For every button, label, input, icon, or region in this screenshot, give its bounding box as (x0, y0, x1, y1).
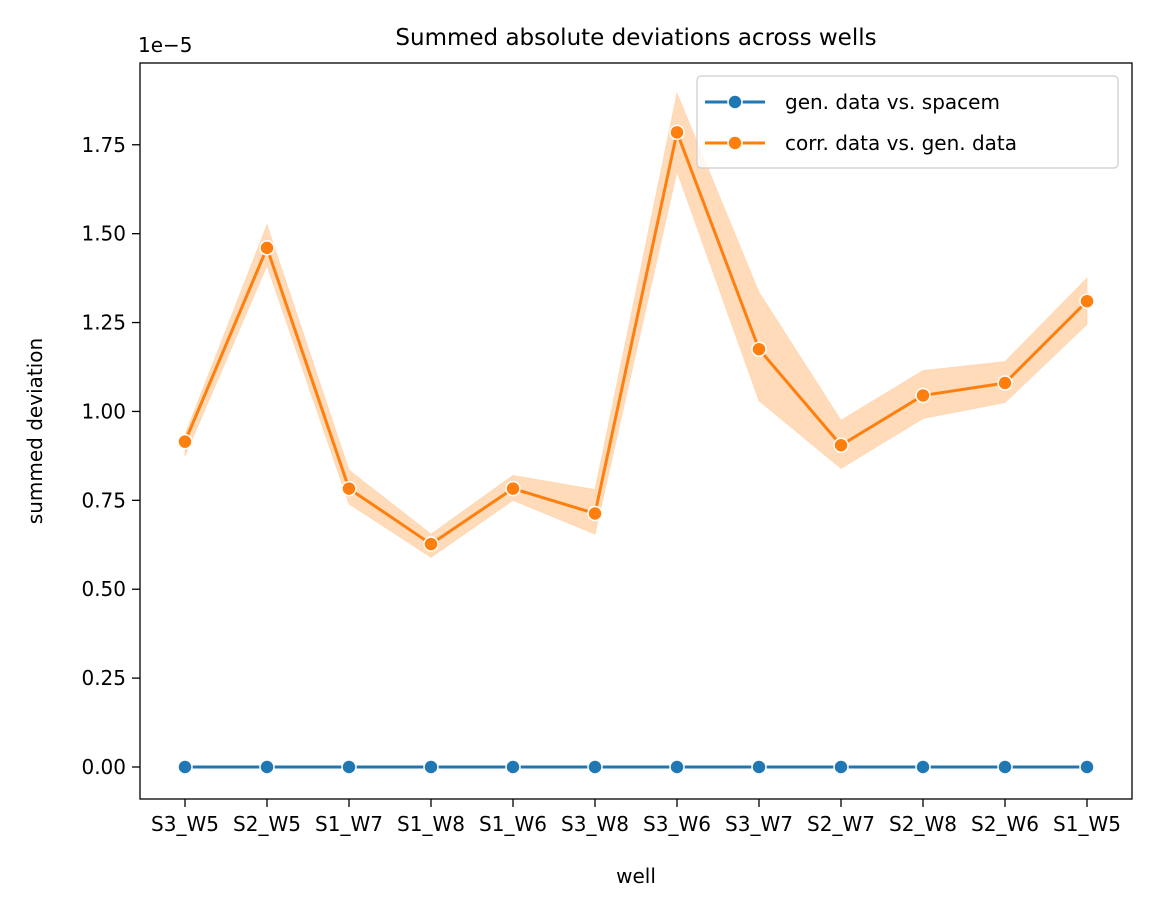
x-tick-label: S1_W5 (1053, 812, 1121, 836)
data-point-1-2 (341, 480, 357, 497)
data-point-0-2 (341, 759, 357, 775)
x-tick-label: S1_W7 (315, 812, 383, 836)
x-tick-label: S2_W5 (233, 812, 301, 836)
data-point-1-9 (915, 387, 931, 404)
y-tick-label: 0.75 (81, 488, 126, 512)
legend: gen. data vs. spacem corr. data vs. gen.… (696, 75, 1119, 169)
data-point-1-4 (505, 480, 521, 497)
y-offset-label: 1e−5 (138, 33, 193, 57)
data-point-0-0 (177, 759, 193, 775)
x-tick-label: S2_W7 (807, 812, 875, 836)
y-tick-label: 0.00 (81, 755, 126, 779)
legend-marker-0 (727, 94, 743, 110)
data-point-1-0 (177, 433, 193, 450)
series-line-1 (183, 130, 1089, 546)
y-tick-label: 1.75 (81, 133, 126, 157)
series-lines (183, 130, 1089, 769)
x-tick-label: S1_W8 (397, 812, 465, 836)
x-tick-label: S3_W8 (561, 812, 629, 836)
data-point-0-10 (997, 759, 1013, 775)
x-tick-label: S2_W6 (971, 812, 1039, 836)
data-point-1-8 (833, 437, 849, 453)
y-tick-label: 0.25 (81, 666, 126, 690)
data-point-0-5 (587, 759, 603, 775)
data-point-0-9 (915, 759, 931, 775)
x-axis-label: well (616, 864, 656, 888)
series-markers (177, 124, 1095, 775)
y-tick-label: 1.25 (81, 311, 126, 335)
data-point-1-11 (1079, 293, 1095, 309)
y-tick-label: 1.50 (81, 222, 126, 246)
x-axis-ticks: S3_W5 S2_W5 S1_W7 S1_W8 S1_W6 S3_W8 S3_W6 S3_W7… (151, 799, 1121, 836)
legend-label-0: gen. data vs. spacem (785, 90, 1000, 114)
data-point-0-8 (833, 759, 849, 775)
data-point-1-10 (997, 375, 1013, 391)
y-tick-label: 1.00 (81, 399, 126, 423)
data-point-0-7 (751, 759, 767, 775)
x-tick-label: S3_W5 (151, 812, 219, 836)
data-point-0-4 (505, 759, 521, 775)
x-tick-label: S3_W6 (643, 812, 711, 836)
data-point-0-6 (669, 759, 685, 775)
x-tick-label: S3_W7 (725, 812, 793, 836)
data-point-0-1 (259, 759, 275, 775)
data-point-0-11 (1079, 759, 1095, 775)
legend-marker-1 (727, 135, 743, 151)
data-point-0-3 (423, 759, 439, 775)
legend-label-1: corr. data vs. gen. data (785, 131, 1017, 155)
x-tick-label: S2_W8 (889, 812, 957, 836)
y-tick-label: 0.50 (81, 577, 126, 601)
data-point-1-1 (259, 240, 275, 256)
data-point-1-6 (669, 124, 685, 141)
plot-frame (139, 62, 1133, 800)
data-point-1-3 (423, 536, 439, 552)
y-axis-label: summed deviation (23, 338, 47, 524)
data-point-1-5 (587, 505, 603, 522)
data-point-1-7 (751, 341, 767, 357)
y-axis-ticks: 0.00 0.25 0.50 0.75 1.00 1.25 1.50 1.75 (81, 133, 140, 779)
legend-box (696, 75, 1119, 169)
x-tick-label: S1_W6 (479, 812, 547, 836)
chart-title: Summed absolute deviations across wells (395, 25, 876, 51)
